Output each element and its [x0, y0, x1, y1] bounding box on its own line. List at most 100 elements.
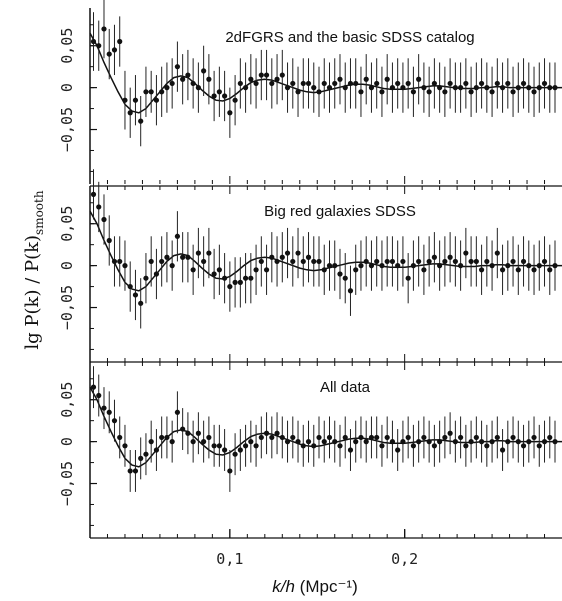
- data-point: [437, 85, 443, 91]
- data-point: [185, 72, 191, 78]
- data-point: [111, 418, 118, 424]
- data-point: [541, 80, 548, 87]
- data-point: [405, 275, 411, 281]
- panel-2: 0,05 0 −0,05 Big red galaxies SDSS: [58, 169, 562, 362]
- data-point: [484, 258, 490, 265]
- data-point: [159, 434, 165, 441]
- data-point: [138, 455, 144, 461]
- data-point: [520, 80, 527, 87]
- data-point: [510, 258, 516, 265]
- data-point: [447, 430, 453, 436]
- data-point: [201, 439, 207, 445]
- data-point: [552, 85, 558, 91]
- data-point: [499, 267, 506, 273]
- data-point: [305, 439, 312, 445]
- data-point: [127, 283, 133, 290]
- data-point: [431, 80, 437, 87]
- data-point: [279, 72, 285, 78]
- data-point: [169, 439, 175, 445]
- data-point: [90, 191, 97, 197]
- data-point: [494, 434, 500, 441]
- data-point: [515, 267, 521, 273]
- data-point: [505, 263, 511, 269]
- data-point: [242, 443, 249, 449]
- data-point: [489, 263, 495, 269]
- data-point: [248, 275, 254, 281]
- data-point: [458, 85, 464, 91]
- data-point: [316, 434, 322, 441]
- data-point: [195, 250, 201, 256]
- data-point: [326, 85, 333, 91]
- data-point: [290, 434, 296, 441]
- data-point: [389, 439, 396, 445]
- data-point: [101, 26, 107, 32]
- data-point: [195, 430, 201, 436]
- data-point: [117, 258, 123, 265]
- data-point: [117, 38, 123, 45]
- data-point: [531, 89, 537, 95]
- data-point: [447, 254, 453, 260]
- data-point: [520, 258, 527, 265]
- data-point: [242, 275, 249, 281]
- data-point: [478, 80, 485, 87]
- x-tick-label: 0,2: [391, 550, 418, 568]
- data-point: [358, 263, 364, 269]
- data-point: [526, 263, 532, 269]
- data-point: [284, 439, 291, 445]
- data-point: [442, 434, 448, 441]
- data-point: [258, 72, 264, 78]
- data-point: [452, 439, 458, 445]
- data-point: [211, 271, 217, 277]
- data-point: [494, 80, 500, 87]
- data-point: [395, 263, 401, 269]
- data-point: [437, 439, 443, 445]
- y-tick-label: 0: [58, 261, 76, 270]
- data-point: [505, 80, 511, 87]
- data-point: [316, 258, 322, 265]
- data-point: [295, 439, 301, 445]
- panel-3: 0,05 0 −0,05 All data: [58, 361, 562, 538]
- data-point: [122, 443, 128, 449]
- data-point: [263, 430, 270, 436]
- panel-title: 2dFGRS and the basic SDSS catalog: [225, 29, 474, 46]
- y-tick-label: 0: [58, 83, 76, 92]
- x-axis-label-unit: (Mpc⁻¹): [295, 577, 358, 596]
- data-point: [222, 275, 228, 281]
- data-point: [143, 89, 149, 95]
- data-point: [463, 443, 469, 449]
- data-point: [232, 279, 238, 285]
- data-point: [489, 89, 495, 95]
- data-point: [159, 89, 165, 95]
- y-tick-label: −0,05: [58, 107, 76, 152]
- data-point: [96, 43, 102, 49]
- data-point: [374, 80, 380, 87]
- data-point: [374, 258, 380, 265]
- data-point: [106, 51, 112, 57]
- data-point: [416, 76, 422, 82]
- data-point: [148, 258, 154, 265]
- data-point: [437, 263, 443, 269]
- data-point: [531, 434, 537, 441]
- data-point: [473, 434, 479, 441]
- data-point: [332, 439, 338, 445]
- data-point: [379, 263, 385, 269]
- data-point: [541, 439, 548, 445]
- data-point: [520, 443, 527, 449]
- data-point: [132, 292, 139, 298]
- data-point: [190, 80, 196, 87]
- data-point: [253, 80, 259, 87]
- data-point: [547, 85, 553, 91]
- data-point: [547, 434, 553, 441]
- data-point: [515, 85, 521, 91]
- data-point: [311, 85, 317, 91]
- data-point: [342, 85, 348, 91]
- data-point: [153, 97, 160, 103]
- data-point: [426, 89, 432, 95]
- data-point: [416, 258, 422, 265]
- data-point: [132, 468, 139, 474]
- data-point: [353, 267, 359, 273]
- data-point: [180, 426, 186, 432]
- data-point: [300, 258, 306, 265]
- data-point: [421, 267, 427, 273]
- data-point: [536, 85, 542, 91]
